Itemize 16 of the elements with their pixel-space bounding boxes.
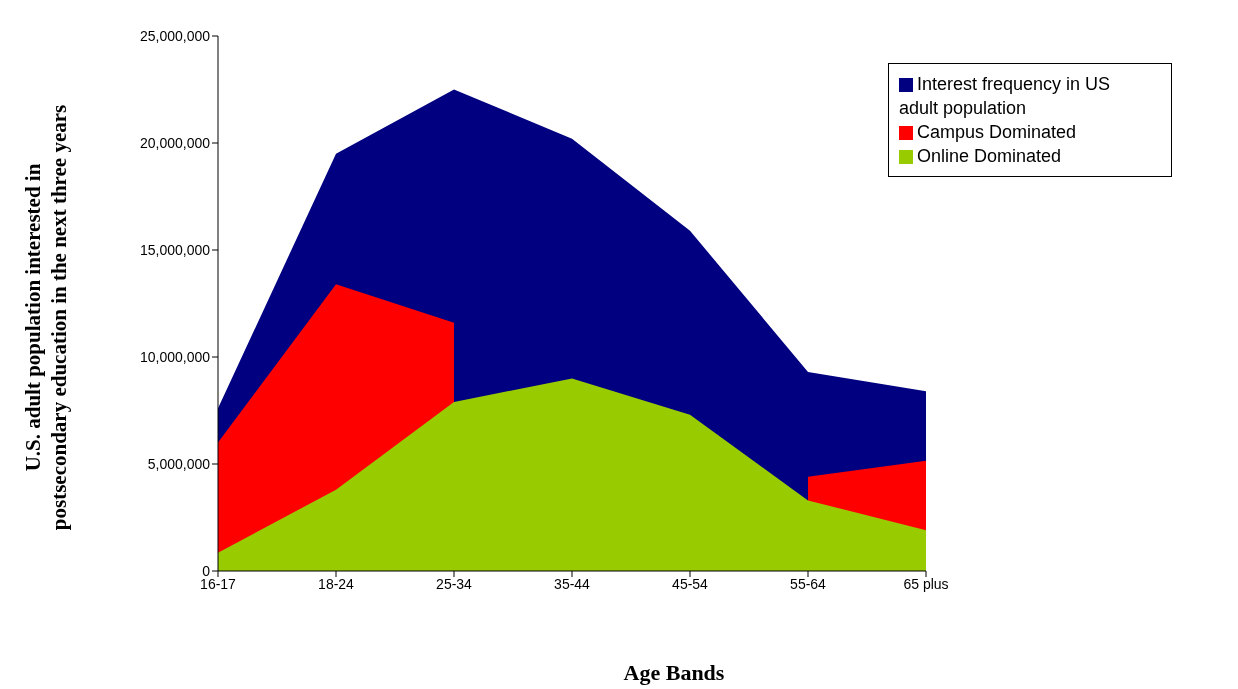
y-tick-label: 5,000,000 — [147, 455, 211, 472]
legend-label: Interest frequency in US adult population — [899, 74, 1111, 118]
y-tick-label: 20,000,000 — [139, 134, 211, 151]
x-tick-label: 18-24 — [318, 575, 355, 592]
y-tick-label: 15,000,000 — [139, 241, 211, 258]
x-tick-label: 45-54 — [672, 575, 709, 592]
x-axis-title: Age Bands — [622, 660, 726, 686]
y-axis-title: U.S. adult population interested in postsecondary education in the next three years — [21, 104, 71, 531]
x-tick-label: 55-64 — [790, 575, 827, 592]
y-tick-label: 25,000,000 — [139, 27, 211, 44]
x-tick-label: 25-34 — [436, 575, 473, 592]
legend-label: Online Dominated — [917, 146, 1062, 166]
legend-label: Campus Dominated — [917, 122, 1077, 142]
x-tick-label: 65 plus — [903, 575, 949, 592]
y-tick-label: 10,000,000 — [139, 348, 211, 365]
x-tick-label: 35-44 — [554, 575, 591, 592]
